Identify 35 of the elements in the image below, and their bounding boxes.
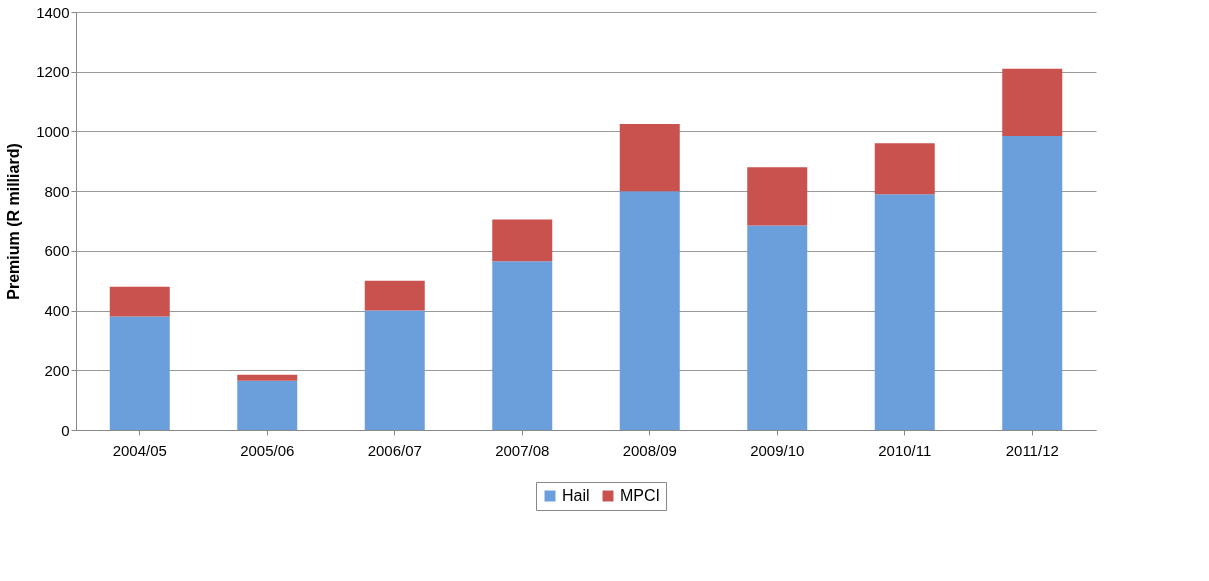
y-tick-label: 400 [44, 302, 70, 320]
bar [492, 261, 553, 430]
bar [237, 374, 298, 381]
bar [492, 219, 553, 262]
y-tick-label: 0 [61, 421, 70, 439]
bar [747, 167, 808, 226]
x-tick-label: 2005/06 [240, 441, 295, 459]
y-tick-label: 600 [44, 242, 70, 260]
bar [619, 191, 680, 430]
x-tick-label: 2004/05 [112, 441, 167, 459]
bar [874, 194, 935, 430]
x-tick-label: 2006/07 [367, 441, 422, 459]
x-tick-label: 2008/09 [622, 441, 677, 459]
bar [747, 225, 808, 430]
x-tick-label: 2010/11 [878, 441, 932, 459]
bar [1002, 135, 1063, 430]
y-tick-label: 800 [44, 182, 70, 200]
x-tick-label: 2007/08 [495, 441, 550, 459]
bar [364, 310, 425, 430]
bar [109, 286, 170, 317]
bar [109, 316, 170, 430]
y-tick-label: 200 [44, 361, 70, 379]
bar [874, 143, 935, 195]
bar [619, 123, 680, 192]
y-tick-label: 1400 [36, 3, 70, 21]
legend-label: MPCI [620, 487, 660, 504]
legend-label: Hail [562, 487, 590, 504]
y-tick-label: 1000 [36, 122, 70, 140]
bar [364, 280, 425, 311]
y-axis-title: Premium (R milliard) [5, 143, 23, 300]
y-tick-label: 1200 [36, 63, 70, 81]
x-tick-label: 2009/10 [750, 441, 805, 459]
x-tick-label: 2011/12 [1005, 441, 1059, 459]
bar [237, 380, 298, 430]
bar [1002, 68, 1063, 136]
